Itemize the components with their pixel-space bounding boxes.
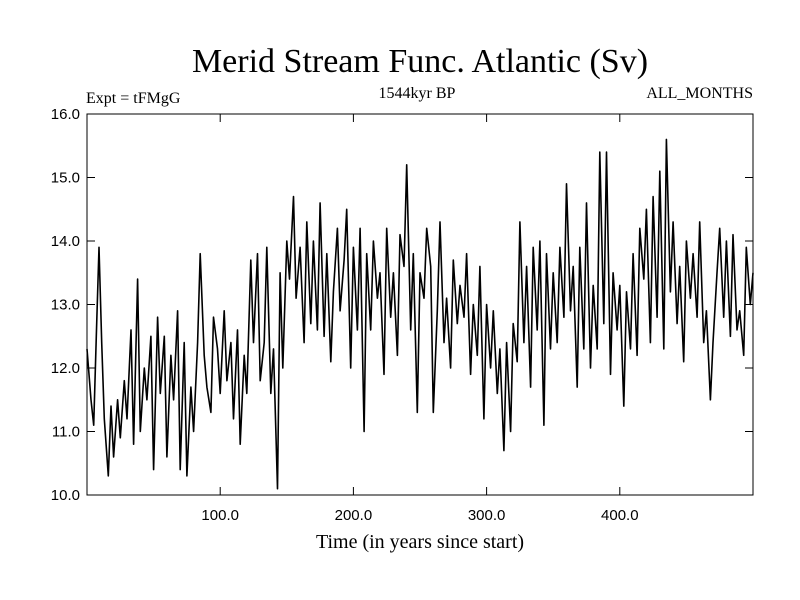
x-tick-label: 100.0 (201, 507, 239, 524)
x-axis: 100.0 200.0 300.0 400.0 (201, 114, 639, 524)
y-tick-label: 14.0 (51, 233, 80, 250)
x-tick-label: 300.0 (468, 507, 506, 524)
y-axis: 10.0 11.0 12.0 13.0 14.0 15.0 16.0 (51, 106, 753, 504)
x-axis-label: Time (in years since start) (316, 531, 524, 553)
y-tick-label: 13.0 (51, 297, 80, 314)
y-tick-label: 12.0 (51, 360, 80, 377)
y-tick-label: 11.0 (52, 424, 80, 441)
x-tick-label: 200.0 (335, 507, 373, 524)
months-label: ALL_MONTHS (646, 85, 753, 102)
y-tick-label: 10.0 (51, 487, 80, 504)
experiment-label: Expt = tFMgG (86, 90, 181, 107)
x-tick-label: 400.0 (601, 507, 639, 524)
y-tick-label: 16.0 (51, 106, 80, 123)
series-line-atlantic-moc (86, 138, 754, 490)
time-period-label: 1544kyr BP (379, 85, 456, 102)
y-tick-label: 15.0 (51, 170, 80, 187)
chart-title: Merid Stream Func. Atlantic (Sv) (192, 43, 648, 80)
